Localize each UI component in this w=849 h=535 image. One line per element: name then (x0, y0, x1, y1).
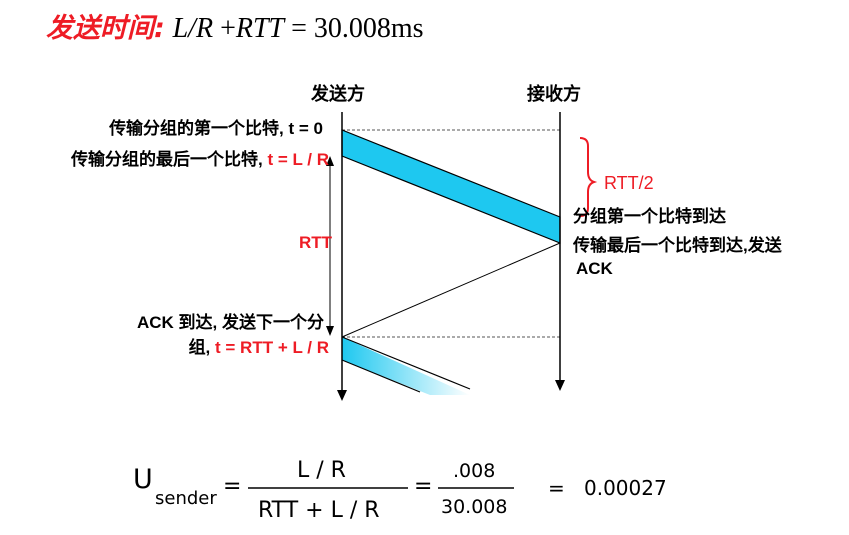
tLR-label: 传输分组的最后一个比特, t = L / R (71, 149, 329, 171)
packet-band (341, 129, 561, 244)
equals-sign-3: = (548, 476, 565, 500)
sender-header: 发送方 (311, 84, 365, 104)
title-formula-lr: L/R (172, 13, 214, 44)
title-formula-rtt: RTT (235, 13, 285, 44)
ack-arrives-line1: ACK 到达, 发送下一个分 (137, 313, 324, 332)
ack-arrives-time: t = RTT + L / R (215, 338, 329, 357)
next-packet-band (342, 337, 470, 395)
rtt-label: RTT (299, 233, 333, 252)
tLR-label-time: t = L / R (267, 150, 329, 169)
next-packet-top-edge (341, 336, 471, 390)
t0-label: 传输分组的第一个比特, t = 0 (109, 119, 323, 138)
page-title: 发送时间: L/R +RTT = 30.008ms (46, 8, 424, 49)
fraction1-numerator: L / R (297, 458, 346, 483)
title-formula: L/R +RTT = 30.008ms (173, 13, 424, 44)
receiver-arrowhead (555, 380, 565, 391)
last-bit-arrives-line1: 传输最后一个比特到达,发送 (573, 236, 782, 255)
title-formula-plus: + (213, 13, 236, 44)
rtt-arrow-top (326, 156, 334, 166)
ack-arrives-line2: 组, t = RTT + L / R (189, 337, 329, 359)
title-formula-equals: = (284, 13, 314, 44)
receiver-header: 接收方 (527, 84, 581, 104)
sender-arrowhead (337, 390, 347, 401)
fraction1-denominator: RTT + L / R (258, 498, 380, 523)
rtt-arrow-bottom (326, 326, 334, 336)
tLR-label-text: 传输分组的最后一个比特, (70, 150, 268, 169)
utilization-result: 0.00027 (584, 476, 667, 500)
rtt-half-label: RTT/2 (604, 173, 654, 193)
ack-line (341, 242, 561, 338)
rtt-half-brace (579, 137, 598, 217)
title-formula-value: 30.008ms (313, 13, 424, 44)
utilization-symbol: U (133, 464, 153, 495)
first-bit-arrives-label: 分组第一个比特到达 (573, 207, 726, 226)
equals-sign-1: = (223, 474, 242, 499)
next-packet-bottom-edge (341, 359, 421, 393)
fraction2-denominator: 30.008 (441, 496, 508, 518)
ack-arrives-text: 组, (188, 338, 216, 357)
equals-sign-2: = (414, 474, 433, 499)
last-bit-arrives-line2: ACK (576, 259, 613, 278)
title-label: 发送时间: (46, 13, 165, 44)
fraction2-numerator: .008 (453, 460, 496, 482)
utilization-subscript: sender (155, 488, 217, 509)
